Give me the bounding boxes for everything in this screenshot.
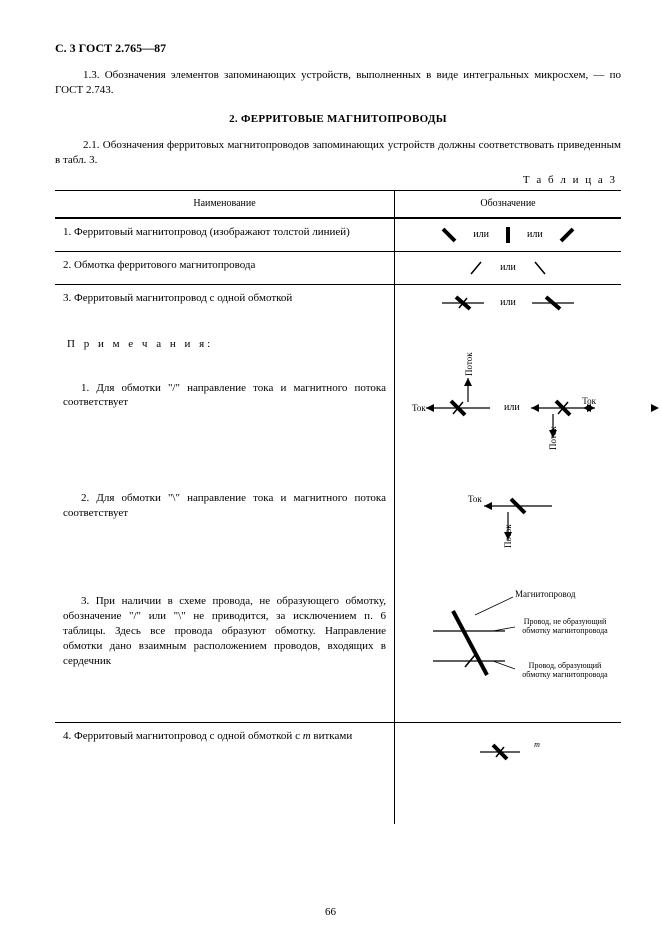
note-3-symbol: Магнитопровод Провод, не образующий обмо…	[395, 577, 622, 722]
row-4-name: 4. Ферритовый магнитопровод с одной обмо…	[55, 723, 395, 824]
row-2-symbol: или	[395, 251, 622, 284]
page-header: С. 3 ГОСТ 2.765—87	[55, 40, 621, 56]
table-3: Наименование Обозначение 1. Ферритовый м…	[55, 190, 621, 824]
svg-text:Ток: Ток	[412, 403, 426, 413]
row-3-symbol: или	[395, 284, 622, 321]
core-slash-icon	[440, 291, 486, 315]
svg-text:Магнитопровод: Магнитопровод	[515, 589, 576, 599]
flux-current-slash-diagram-icon: Ток Поток или	[408, 364, 608, 452]
col-header-name: Наименование	[55, 191, 395, 218]
row-3-name: 3. Ферритовый магнитопровод с одной обмо…	[55, 284, 395, 321]
thick-bar-vert-icon	[503, 225, 513, 245]
flux-current-backslash-diagram-icon: Ток Поток	[448, 480, 568, 550]
svg-text:или: или	[504, 402, 520, 413]
note-2-symbol: Ток Поток	[395, 474, 622, 577]
table-label: Т а б л и ц а 3	[55, 173, 617, 188]
col-header-symbol: Обозначение	[395, 191, 622, 218]
thin-backslash-icon	[530, 258, 550, 278]
row-1-symbol: или или	[395, 218, 622, 252]
svg-text:Ток: Ток	[582, 396, 596, 406]
row-1-name: 1. Ферритовый магнитопровод (изображают …	[55, 218, 395, 252]
svg-text:Поток: Поток	[548, 425, 558, 449]
paragraph-2-1: 2.1. Обозначения ферритовых магнитопрово…	[55, 138, 621, 168]
svg-text:Поток: Поток	[503, 524, 513, 548]
row-4-symbol: m	[395, 723, 622, 824]
row-2-name: 2. Обмотка ферритового магнитопровода	[55, 251, 395, 284]
thin-slash-icon	[466, 258, 486, 278]
paragraph-1-3: 1.3. Обозначения элементов запоминающих …	[55, 68, 621, 98]
core-backslash-icon	[530, 291, 576, 315]
notes-header: П р и м е ч а н и я:	[55, 321, 395, 364]
note-3: 3. При наличии в схеме провода, не образ…	[55, 577, 395, 722]
thick-bar-backslash-icon	[439, 225, 459, 245]
note-1-symbol: Ток Поток или	[395, 364, 622, 475]
page-number: 66	[0, 905, 661, 920]
thick-bar-slash-icon	[557, 225, 577, 245]
note-1: 1. Для обмотки "/" направление тока и ма…	[55, 364, 395, 475]
svg-text:Поток: Поток	[464, 351, 474, 375]
section-title: 2. ФЕРРИТОВЫЕ МАГНИТОПРОВОДЫ	[55, 112, 621, 127]
note-2: 2. Для обмотки "\" направление тока и ма…	[55, 474, 395, 577]
svg-text:Ток: Ток	[468, 494, 482, 504]
core-wires-diagram-icon: Магнитопровод Провод, не образующий обмо…	[403, 583, 613, 703]
core-m-turns-icon	[476, 737, 532, 767]
